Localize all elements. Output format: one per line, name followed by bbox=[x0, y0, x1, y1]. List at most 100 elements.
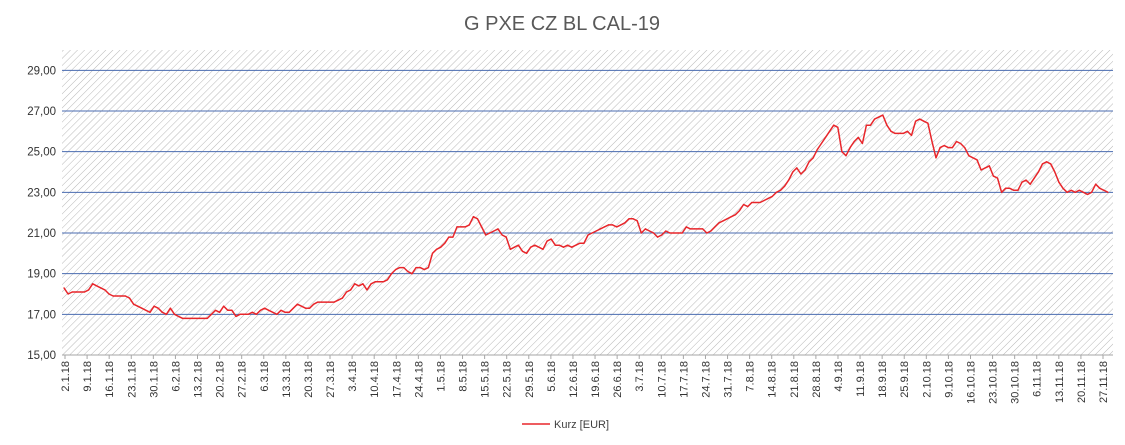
data-point bbox=[63, 287, 65, 289]
data-point bbox=[624, 222, 626, 224]
data-point bbox=[407, 271, 409, 273]
data-point bbox=[284, 311, 286, 313]
data-point bbox=[378, 281, 380, 283]
data-point bbox=[108, 293, 110, 295]
data-point bbox=[816, 149, 818, 151]
x-tick-label: 31.7.18 bbox=[723, 361, 735, 398]
data-point bbox=[1017, 189, 1019, 191]
x-tick-label: 17.4.18 bbox=[391, 361, 403, 398]
x-tick-label: 29.5.18 bbox=[524, 361, 536, 398]
data-point bbox=[935, 157, 937, 159]
x-tick-label: 30.1.18 bbox=[148, 361, 160, 398]
data-point bbox=[599, 228, 601, 230]
data-point bbox=[88, 289, 90, 291]
data-point bbox=[382, 281, 384, 283]
data-point bbox=[161, 311, 163, 313]
x-tick-label: 20.3.18 bbox=[303, 361, 315, 398]
x-tick-label: 17.7.18 bbox=[678, 361, 690, 398]
data-point bbox=[300, 305, 303, 307]
data-point bbox=[542, 248, 544, 250]
data-point bbox=[681, 232, 683, 234]
data-point bbox=[235, 315, 237, 317]
data-point bbox=[1025, 179, 1027, 181]
x-tick-label: 22.5.18 bbox=[502, 361, 514, 398]
data-point bbox=[1054, 171, 1056, 173]
x-tick-label: 8.5.18 bbox=[458, 361, 470, 392]
data-point bbox=[137, 305, 139, 307]
data-point bbox=[476, 218, 479, 220]
x-tick-label: 1.5.18 bbox=[435, 361, 447, 392]
data-point bbox=[448, 236, 450, 238]
data-point bbox=[67, 293, 69, 295]
x-tick-label: 6.11.18 bbox=[1032, 361, 1044, 397]
data-point bbox=[886, 124, 888, 126]
data-point bbox=[501, 234, 503, 236]
data-point bbox=[423, 269, 425, 271]
chart-title: G PXE CZ BL CAL-19 bbox=[464, 13, 660, 35]
data-point bbox=[1005, 187, 1007, 189]
data-point bbox=[788, 179, 790, 181]
data-point bbox=[292, 307, 294, 309]
data-point bbox=[849, 147, 851, 149]
data-point bbox=[648, 230, 651, 232]
data-point bbox=[79, 291, 81, 293]
data-point bbox=[567, 244, 569, 246]
data-point bbox=[804, 169, 806, 171]
data-point bbox=[1046, 161, 1048, 163]
data-point bbox=[255, 313, 257, 315]
y-tick-label: 21,00 bbox=[27, 228, 56, 240]
data-point bbox=[706, 232, 708, 234]
data-point bbox=[1086, 193, 1089, 195]
data-point bbox=[951, 147, 954, 149]
x-tick-label: 24.4.18 bbox=[413, 361, 425, 398]
data-point bbox=[865, 124, 868, 126]
data-point bbox=[796, 167, 798, 169]
data-point bbox=[955, 140, 958, 143]
data-point bbox=[960, 142, 962, 145]
data-point bbox=[992, 175, 995, 177]
data-point bbox=[472, 216, 474, 218]
data-point bbox=[538, 246, 540, 248]
data-point bbox=[440, 246, 442, 248]
data-point bbox=[1107, 191, 1109, 193]
data-point bbox=[874, 118, 876, 120]
data-point bbox=[927, 122, 929, 124]
data-point bbox=[521, 250, 524, 252]
data-point bbox=[710, 230, 712, 232]
x-tick-label: 25.9.18 bbox=[899, 361, 911, 398]
data-point bbox=[685, 226, 687, 228]
x-tick-label: 11.9.18 bbox=[855, 361, 867, 397]
x-tick-label: 3.7.18 bbox=[634, 361, 646, 392]
data-point bbox=[714, 226, 716, 228]
data-point bbox=[489, 232, 491, 234]
data-point bbox=[919, 118, 921, 120]
data-point bbox=[640, 232, 642, 234]
data-point bbox=[485, 234, 487, 236]
data-point bbox=[120, 295, 122, 297]
x-tick-label: 28.8.18 bbox=[811, 361, 823, 398]
x-tick-label: 13.2.18 bbox=[193, 361, 205, 398]
data-point bbox=[513, 246, 516, 248]
data-point bbox=[309, 307, 311, 309]
y-tick-label: 25,00 bbox=[27, 147, 56, 159]
data-point bbox=[996, 177, 999, 179]
data-point bbox=[239, 313, 241, 315]
data-point bbox=[436, 248, 438, 250]
data-point bbox=[591, 232, 593, 234]
data-point bbox=[1001, 191, 1003, 193]
data-point bbox=[755, 201, 757, 204]
data-point bbox=[231, 309, 233, 311]
data-point bbox=[644, 228, 647, 230]
data-point bbox=[145, 309, 147, 311]
data-point bbox=[227, 309, 229, 311]
data-point bbox=[374, 281, 376, 283]
series-line-kurz bbox=[63, 114, 1109, 320]
y-tick-label: 15,00 bbox=[27, 350, 56, 362]
data-point bbox=[1091, 191, 1093, 193]
data-point bbox=[452, 236, 454, 238]
data-point bbox=[325, 301, 327, 303]
x-tick-label: 20.2.18 bbox=[215, 361, 227, 398]
data-point bbox=[792, 171, 794, 173]
data-point bbox=[444, 242, 446, 244]
